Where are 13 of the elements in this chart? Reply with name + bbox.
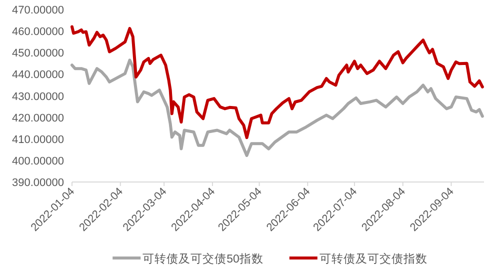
y-tick-label: 390.00000 <box>12 177 64 189</box>
y-tick-label: 470.00000 <box>12 4 64 16</box>
y-tick-label: 410.00000 <box>12 134 64 146</box>
line-series <box>70 58 484 157</box>
y-tick-label: 460.00000 <box>12 26 64 38</box>
legend-label: 可转债及可交债指数 <box>319 252 428 266</box>
y-tick-label: 430.00000 <box>12 90 64 103</box>
y-tick-label: 400.00000 <box>12 155 64 168</box>
legend-label: 可转债及可交债50指数 <box>142 252 264 266</box>
y-tick-label: 420.00000 <box>12 112 64 124</box>
y-tick-label: 450.00000 <box>12 48 64 60</box>
y-tick-label: 440.00000 <box>12 69 64 82</box>
line-series <box>70 25 484 140</box>
